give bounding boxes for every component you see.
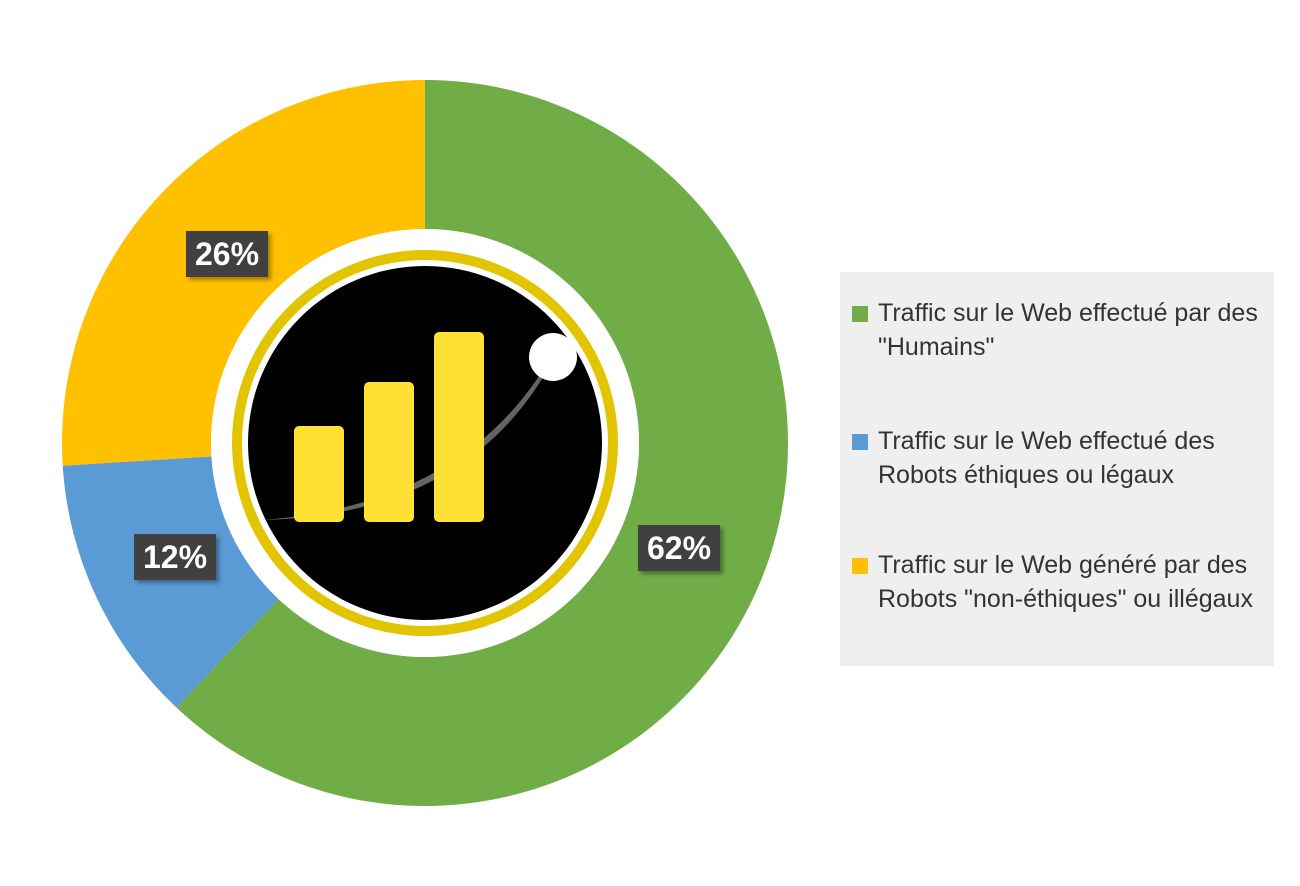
legend-swatch-blue (852, 434, 868, 450)
legend-item-robots-ethiques: Traffic sur le Web effectué des Robots é… (852, 424, 1266, 492)
legend-swatch-orange (852, 558, 868, 574)
chart-legend: Traffic sur le Web effectué par des "Hum… (840, 272, 1274, 666)
legend-swatch-green (852, 306, 868, 322)
legend-item-humains: Traffic sur le Web effectué par des "Hum… (852, 296, 1266, 364)
legend-label: Traffic sur le Web effectué des Robots é… (878, 427, 1215, 489)
legend-item-robots-non-ethiques: Traffic sur le Web généré par des Robots… (852, 548, 1266, 616)
slice-robots-ethiques (62, 456, 279, 708)
data-label-humains: 62% (638, 525, 721, 572)
data-label-robots-non-ethiques: 26% (186, 231, 269, 278)
slice-humains (176, 80, 789, 806)
data-label-robots-ethiques: 12% (134, 534, 217, 581)
legend-label: Traffic sur le Web effectué par des "Hum… (878, 299, 1258, 361)
bar-chart-icon (211, 229, 639, 657)
legend-label: Traffic sur le Web généré par des Robots… (878, 551, 1253, 613)
